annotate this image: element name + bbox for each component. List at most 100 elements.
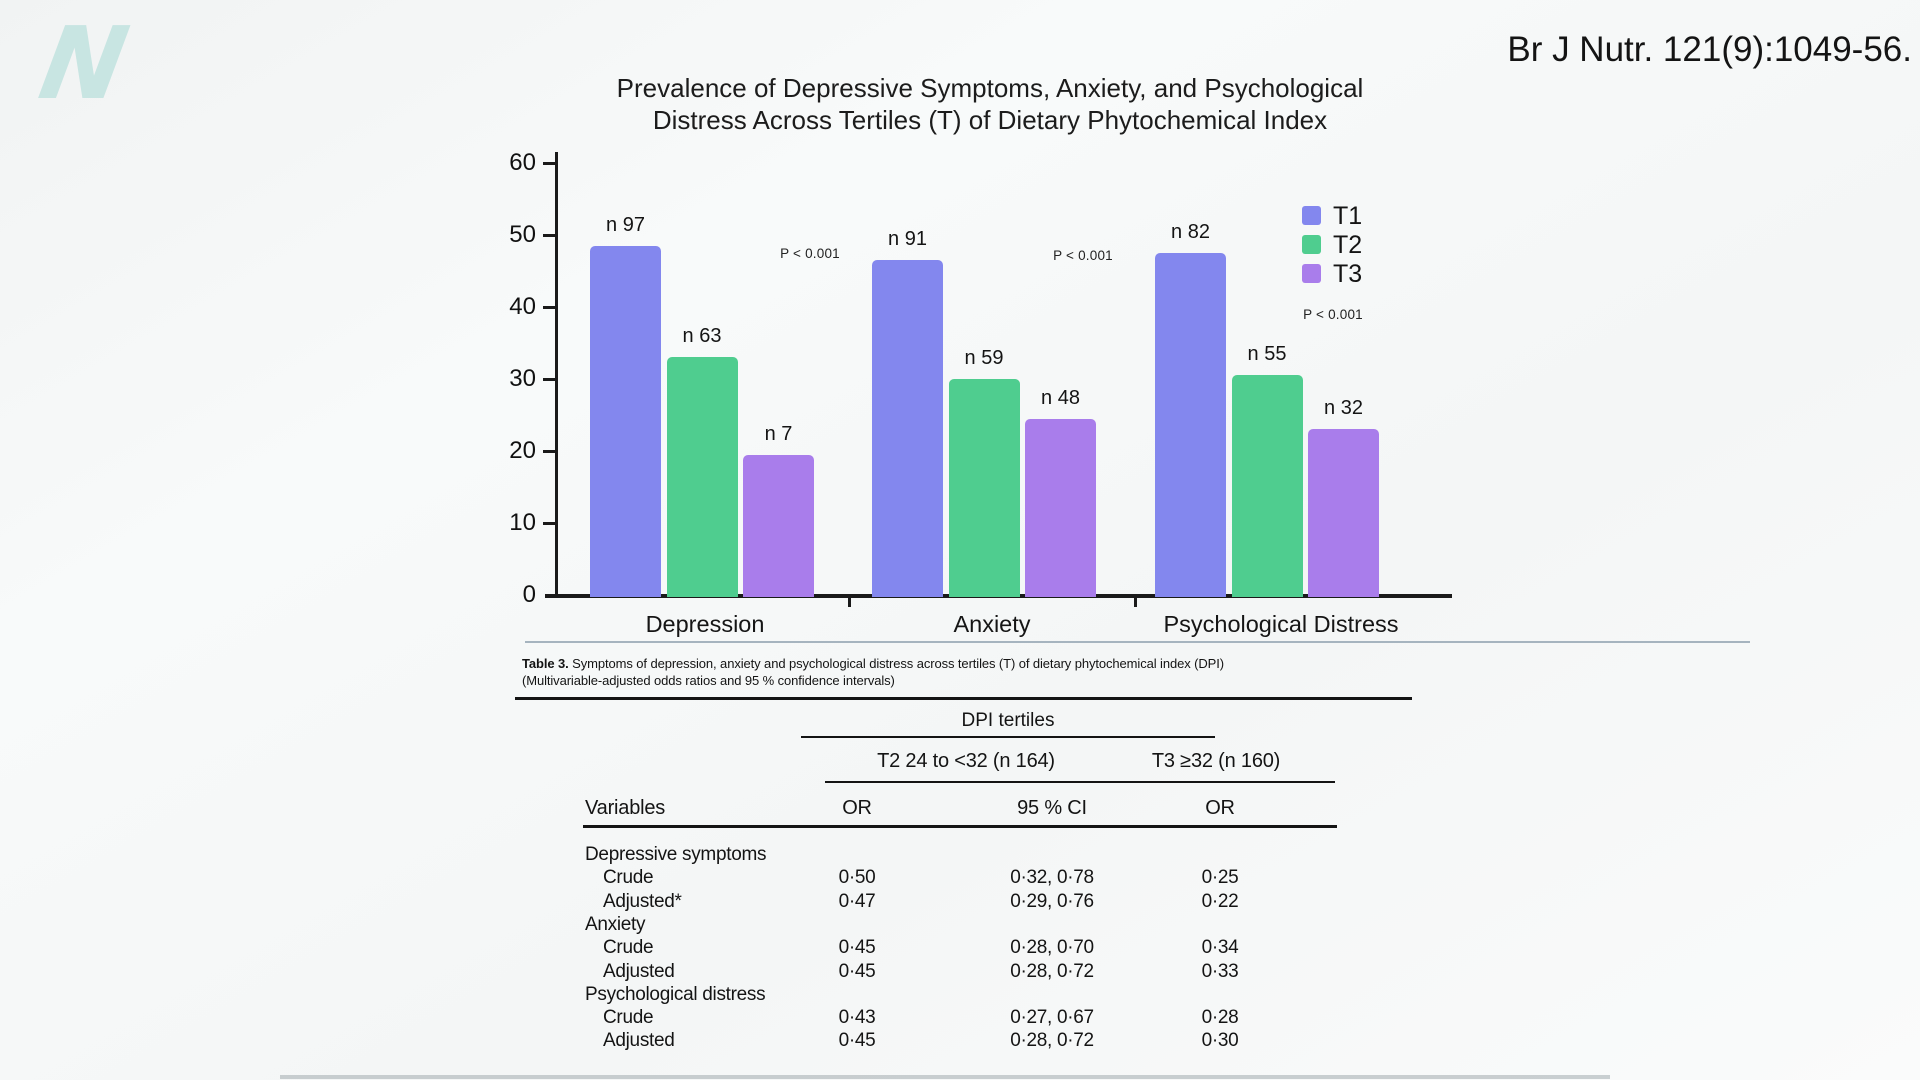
row-label: Crude bbox=[603, 867, 654, 889]
y-axis-tick-label: 30 bbox=[509, 365, 536, 392]
table-row: Crude 0·50 0·32, 0·78 0·25 bbox=[0, 866, 1920, 889]
x-axis-category-label: Psychological Distress bbox=[1163, 611, 1399, 637]
bottom-edge-strip bbox=[280, 1075, 1610, 1079]
row-or-t3: 0·25 bbox=[1201, 867, 1239, 889]
row-ci-t2: 0·28, 0·72 bbox=[1010, 960, 1094, 982]
row-or-t2: 0·45 bbox=[838, 1030, 876, 1052]
bar-count-label: n 55 bbox=[1247, 343, 1287, 366]
row-or-t3: 0·33 bbox=[1201, 960, 1239, 982]
bar-count-label: n 97 bbox=[606, 213, 645, 236]
chart-title-line1: Prevalence of Depressive Symptoms, Anxie… bbox=[616, 73, 1364, 103]
row-ci-t2: 0·28, 0·70 bbox=[1010, 937, 1094, 959]
bar-count-label: n 59 bbox=[964, 347, 1004, 369]
y-axis-tick-label: 10 bbox=[509, 509, 536, 536]
table-caption-label: Table 3. bbox=[522, 656, 569, 671]
bar-count-label: n 32 bbox=[1324, 397, 1363, 420]
row-ci-t2: 0·27, 0·67 bbox=[1010, 1007, 1094, 1029]
y-axis-tick-label: 60 bbox=[509, 149, 536, 176]
x-axis-tick bbox=[848, 596, 851, 607]
row-or-t3: 0·30 bbox=[1201, 1030, 1239, 1052]
legend-swatch-t3 bbox=[1302, 263, 1321, 283]
row-or-t2: 0·43 bbox=[838, 1007, 876, 1029]
bar-t1-2 bbox=[872, 260, 943, 597]
table-caption-text: Symptoms of depression, anxiety and psyc… bbox=[572, 656, 1224, 671]
bar-chart: 0 10 20 30 40 50 60 n 97 n 91 n 82 n 63 n 59 n 55 n 7… bbox=[509, 149, 1452, 637]
y-axis-tick bbox=[543, 233, 556, 237]
table-caption-line1: Table 3. Symptoms of depression, anxiety… bbox=[522, 656, 1427, 673]
table-row: Depressive symptoms bbox=[0, 843, 1920, 866]
y-axis-tick-label: 0 bbox=[522, 581, 536, 608]
column-header-or-t3: OR bbox=[1205, 797, 1235, 819]
journal-citation: Br J Nutr. 121(9):1049-56. bbox=[1507, 30, 1912, 69]
x-axis-category-label: Anxiety bbox=[953, 611, 1031, 637]
p-value-annotation: P < 0.001 bbox=[1303, 307, 1363, 322]
table-row: Psychological distress bbox=[0, 983, 1920, 1006]
chart-title: Prevalence of Depressive Symptoms, Anxie… bbox=[490, 72, 1490, 136]
bar-count-label: n 48 bbox=[1041, 386, 1080, 409]
bar-t1-3 bbox=[1155, 253, 1226, 597]
bar-t3-1 bbox=[743, 454, 814, 597]
y-axis-tick bbox=[543, 305, 556, 309]
row-label: Depressive symptoms bbox=[585, 844, 767, 865]
row-label: Crude bbox=[603, 937, 654, 959]
y-axis-tick-label: 20 bbox=[509, 437, 536, 464]
table-group-header: DPI tertiles bbox=[961, 710, 1055, 731]
row-or-t3: 0·34 bbox=[1201, 937, 1239, 959]
x-axis-category-label: Depression bbox=[645, 611, 765, 637]
row-label: Adjusted bbox=[603, 1030, 675, 1052]
table-row: Adjusted 0·45 0·28, 0·72 0·30 bbox=[0, 1029, 1920, 1052]
table-row: Adjusted* 0·47 0·29, 0·76 0·22 bbox=[0, 890, 1920, 913]
bar-t2-2 bbox=[948, 379, 1020, 597]
bar-count-label: n 82 bbox=[1171, 221, 1210, 243]
legend-label-t1: T1 bbox=[1333, 202, 1363, 230]
table-caption: Table 3. Symptoms of depression, anxiety… bbox=[522, 656, 1427, 689]
p-value-annotation: P < 0.001 bbox=[1053, 248, 1113, 263]
bar-t3-3 bbox=[1308, 429, 1379, 597]
column-header-ci: 95 % CI bbox=[1017, 797, 1087, 819]
row-or-t2: 0·50 bbox=[838, 867, 876, 889]
table-row: Crude 0·45 0·28, 0·70 0·34 bbox=[0, 936, 1920, 959]
y-axis-tick bbox=[543, 377, 556, 381]
table-row: Anxiety bbox=[0, 913, 1920, 936]
row-or-t2: 0·45 bbox=[838, 960, 876, 982]
row-or-t2: 0·45 bbox=[838, 937, 876, 959]
legend-swatch-t2 bbox=[1302, 234, 1321, 254]
bar-t3-2 bbox=[1025, 418, 1096, 597]
y-axis-tick bbox=[543, 161, 556, 165]
column-group-underline bbox=[825, 781, 1335, 783]
legend-swatch-t1 bbox=[1302, 206, 1321, 225]
row-ci-t2: 0·29, 0·76 bbox=[1010, 890, 1094, 912]
table-header-rule bbox=[583, 825, 1337, 828]
y-axis-tick bbox=[543, 521, 556, 525]
bar-count-label: n 7 bbox=[764, 422, 793, 445]
y-axis-tick-label: 40 bbox=[509, 293, 536, 320]
p-value-annotation: P < 0.001 bbox=[780, 246, 840, 261]
row-or-t3: 0·22 bbox=[1201, 890, 1239, 912]
column-group-t3: T3 ≥32 (n 160) bbox=[1151, 750, 1281, 772]
legend-label-t3: T3 bbox=[1333, 259, 1363, 288]
bar-t2-3 bbox=[1231, 375, 1303, 597]
row-label: Adjusted bbox=[603, 960, 675, 982]
table-caption-line2: (Multivariable-adjusted odds ratios and … bbox=[522, 672, 895, 688]
table-row: Crude 0·43 0·27, 0·67 0·28 bbox=[0, 1006, 1920, 1029]
x-axis-tick bbox=[1134, 596, 1137, 607]
row-ci-t2: 0·28, 0·72 bbox=[1010, 1030, 1094, 1052]
section-divider bbox=[525, 641, 1750, 643]
bar-t1-1 bbox=[590, 245, 661, 597]
row-label: Anxiety bbox=[585, 913, 646, 935]
row-ci-t2: 0·32, 0·78 bbox=[1010, 867, 1094, 889]
y-axis-tick-label: 50 bbox=[509, 221, 536, 248]
table-row: Adjusted 0·45 0·28, 0·72 0·33 bbox=[0, 960, 1920, 983]
column-group-t2: T2 24 to <32 (n 164) bbox=[877, 750, 1055, 772]
group-header-underline bbox=[801, 736, 1215, 738]
bar-t2-1 bbox=[666, 357, 738, 597]
row-label: Crude bbox=[603, 1007, 654, 1029]
row-label: Adjusted* bbox=[603, 890, 682, 912]
row-label: Psychological distress bbox=[585, 983, 766, 1005]
column-header-variables: Variables bbox=[585, 797, 666, 819]
bar-count-label: n 91 bbox=[888, 228, 927, 251]
y-axis-tick bbox=[543, 449, 556, 453]
y-axis-line bbox=[555, 152, 558, 598]
